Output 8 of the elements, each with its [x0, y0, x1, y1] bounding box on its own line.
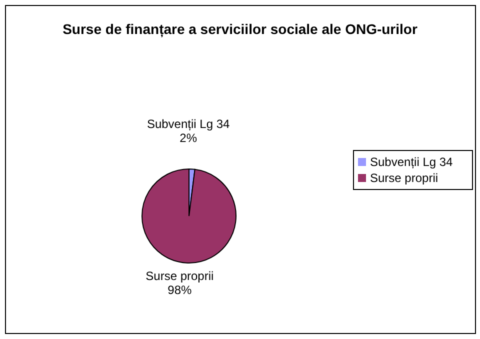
legend-label: Subvenții Lg 34: [370, 154, 453, 168]
slice-label: Subvenții Lg 34: [146, 117, 230, 132]
data-label: 98%: [168, 282, 192, 297]
chart-title: Surse de finanțare a serviciilor sociale ale ONG-urilor: [62, 20, 418, 39]
pie-slice: [142, 168, 236, 264]
legend-label: Surse proprii: [370, 170, 438, 184]
slice-label: Surse proprii: [146, 268, 214, 283]
data-label: 2%: [180, 131, 198, 146]
